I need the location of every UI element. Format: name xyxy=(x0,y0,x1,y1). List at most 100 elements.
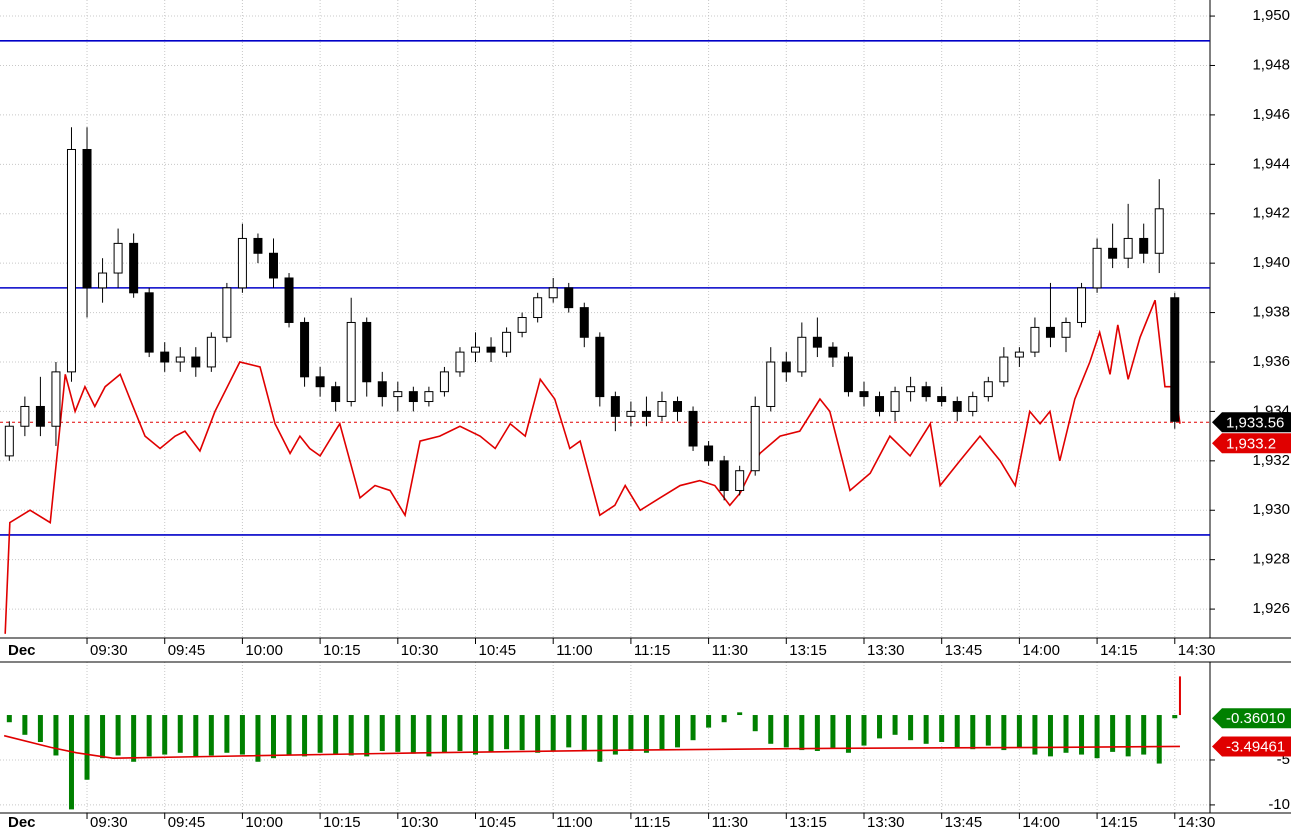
candle-body xyxy=(828,346,838,358)
y-tick-label: 1,928 xyxy=(1252,551,1290,568)
candle-body xyxy=(766,361,776,407)
x-tick-label: 14:15 xyxy=(1100,814,1138,831)
candle-body xyxy=(610,396,620,417)
y-tick-label: 1,932 xyxy=(1252,452,1290,469)
y-tick-label: 1,942 xyxy=(1252,205,1290,222)
histogram-bar xyxy=(426,715,432,757)
x-tick-label: 13:45 xyxy=(945,642,983,659)
candle-body xyxy=(673,401,683,412)
histogram-bar xyxy=(643,715,649,753)
histogram-bar xyxy=(270,715,276,759)
x-tick-label: 10:15 xyxy=(323,814,361,831)
x-tick-label: 10:15 xyxy=(323,642,361,659)
candle-body xyxy=(533,297,543,319)
candle-body xyxy=(781,361,791,373)
histogram-bar xyxy=(1125,715,1131,757)
histogram-bar xyxy=(348,715,354,756)
histogram-bar xyxy=(473,715,479,755)
histogram-bar xyxy=(985,715,991,746)
histogram-bar xyxy=(877,715,883,739)
histogram-bar xyxy=(597,715,603,762)
histogram-bar xyxy=(68,715,74,810)
histogram-bar xyxy=(1141,715,1147,755)
histogram-bar xyxy=(535,715,541,753)
histogram-bar xyxy=(845,715,851,753)
candle-body xyxy=(222,287,232,338)
histogram-bar xyxy=(364,715,370,757)
histogram-bar xyxy=(659,715,665,750)
x-tick-label: 14:15 xyxy=(1100,642,1138,659)
candle-body xyxy=(424,391,434,403)
y-tick-label: 1,940 xyxy=(1252,254,1290,271)
histogram-bar xyxy=(162,715,168,755)
histogram-bar xyxy=(1172,715,1178,719)
histogram-bar xyxy=(317,715,323,753)
histogram-bar xyxy=(100,715,106,759)
date-label: Dec xyxy=(8,814,36,831)
histogram-bar xyxy=(146,715,152,757)
histogram-bar xyxy=(53,715,59,756)
candle-body xyxy=(983,381,993,398)
histogram-bar xyxy=(488,715,494,752)
histogram-bar xyxy=(379,715,385,751)
histogram-bar xyxy=(395,715,401,752)
candle-body xyxy=(875,396,885,412)
x-tick-label: 09:45 xyxy=(168,814,206,831)
candle-body xyxy=(859,391,869,398)
x-tick-label: 09:30 xyxy=(90,814,128,831)
histogram-bar xyxy=(550,715,556,751)
candle-body xyxy=(968,396,978,412)
y-tick-label: 1,938 xyxy=(1252,304,1290,321)
histogram-bar xyxy=(6,715,12,723)
candle-body xyxy=(284,277,294,323)
candle-body xyxy=(300,321,310,378)
candle-body xyxy=(890,391,900,412)
candle-body xyxy=(626,410,636,417)
candle-body xyxy=(393,391,403,398)
histogram-bar xyxy=(115,715,121,756)
candle-body xyxy=(1014,351,1024,358)
x-tick-label: 11:30 xyxy=(712,814,748,831)
histogram-bar xyxy=(783,715,789,748)
histogram-bar xyxy=(1110,715,1116,752)
candle-body xyxy=(564,287,574,309)
histogram-bar xyxy=(752,715,758,732)
y-tick-label: -10 xyxy=(1268,796,1290,813)
x-tick-label: 13:30 xyxy=(867,642,905,659)
candle-body xyxy=(82,148,92,289)
histogram-bar xyxy=(939,715,945,742)
x-tick-label: 10:30 xyxy=(401,642,439,659)
candle-body xyxy=(51,371,61,427)
histogram-bar xyxy=(457,715,463,751)
histogram-bar xyxy=(690,715,696,741)
indicator-line xyxy=(4,299,1181,634)
candle-body xyxy=(253,237,263,254)
candle-body xyxy=(797,336,807,373)
candle-body xyxy=(20,405,30,427)
histogram-bar xyxy=(84,715,90,780)
candle-body xyxy=(517,317,527,333)
candle-body xyxy=(98,272,108,289)
candle-body xyxy=(1045,326,1055,338)
candle-body xyxy=(1092,247,1102,289)
histogram-bar xyxy=(721,715,727,723)
y-tick-label: 1,930 xyxy=(1252,501,1290,518)
histogram-bar xyxy=(410,715,416,754)
histogram-bar xyxy=(581,715,587,751)
candle-body xyxy=(315,376,325,388)
candle-body xyxy=(191,356,201,368)
candle-body xyxy=(362,321,372,383)
histogram-bar xyxy=(737,712,743,716)
histogram-bar xyxy=(706,715,712,728)
y-tick-label: 1,946 xyxy=(1252,106,1290,123)
x-tick-label: 10:00 xyxy=(245,642,283,659)
candle-body xyxy=(206,336,216,368)
candle-body xyxy=(331,386,341,403)
price-tag xyxy=(1212,433,1291,454)
histogram-bar xyxy=(1032,715,1038,755)
candle-body xyxy=(408,391,418,403)
histogram-bar xyxy=(861,715,867,746)
candle-body xyxy=(704,445,714,462)
x-tick-label: 14:30 xyxy=(1178,814,1216,831)
